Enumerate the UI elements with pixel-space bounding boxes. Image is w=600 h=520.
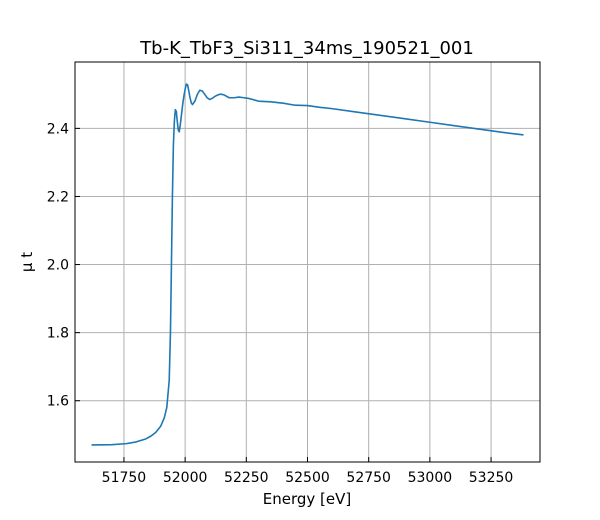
x-axis-label: Energy [eV] [263,490,351,508]
grid [75,62,540,462]
x-tick-label: 53000 [408,470,453,486]
x-tick-label: 52000 [163,470,208,486]
y-tick-label: 1.8 [47,326,69,342]
x-tick-label: 51750 [102,470,147,486]
x-tick-label: 53250 [469,470,514,486]
x-tick-label: 52250 [224,470,269,486]
x-tick-label: 52500 [285,470,330,486]
y-axis-label: μ t [18,252,36,272]
y-tick-label: 2.2 [47,189,69,205]
chart-title: Tb-K_TbF3_Si311_34ms_190521_001 [139,38,474,59]
y-tick-label: 1.6 [47,394,69,410]
ticks: 51750 52000 52250 52500 52750 53000 53250 1.6 1.… [47,121,514,486]
y-tick-label: 2.0 [47,258,69,274]
series-line [91,83,524,446]
plot-frame [74,61,541,463]
y-tick-label: 2.4 [47,121,69,137]
x-tick-label: 52750 [346,470,391,486]
